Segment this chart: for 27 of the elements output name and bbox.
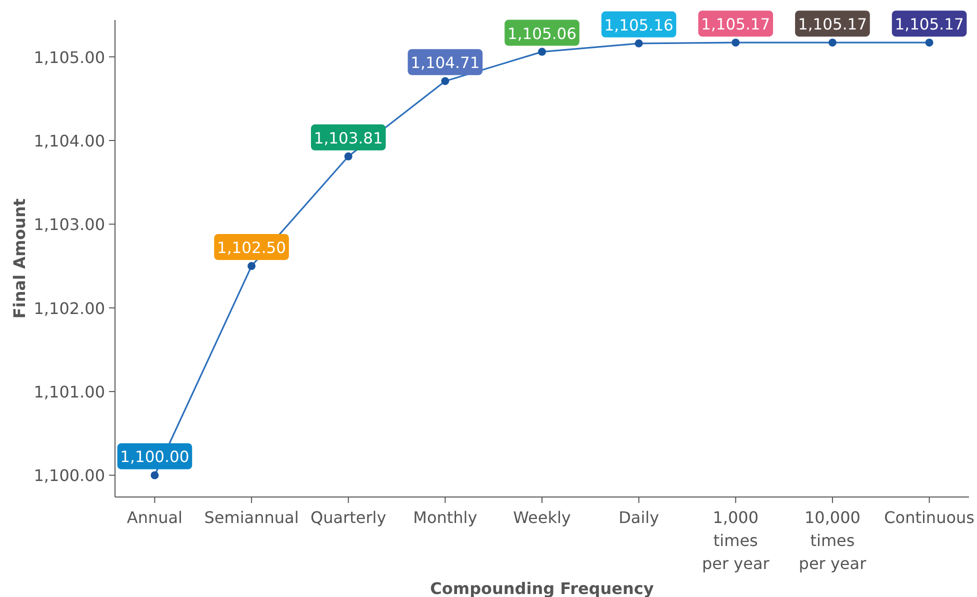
- x-tick-label: 1,000 times per year: [702, 508, 770, 573]
- x-tick-label: Monthly: [413, 508, 478, 527]
- point: [925, 38, 934, 47]
- data-label: 1,103.81: [314, 129, 383, 148]
- data-label: 1,105.17: [798, 16, 867, 34]
- x-tick-label: Quarterly: [310, 508, 386, 527]
- data-label: 1,105.16: [604, 16, 674, 34]
- data-label: 1,105.17: [701, 16, 770, 34]
- x-tick-label: Weekly: [513, 508, 571, 527]
- x-tick-label: 10,000 times per year: [798, 508, 867, 573]
- data-label: 1,100.00: [120, 448, 190, 466]
- data-label: 1,104.71: [410, 54, 480, 72]
- y-tick-label: 1,105.00: [34, 48, 105, 67]
- y-tick-label: 1,103.00: [34, 215, 105, 234]
- x-tick-label: Continuous: [884, 508, 974, 527]
- x-tick-label: Annual: [126, 508, 183, 527]
- data-label: 1,105.06: [507, 24, 577, 43]
- y-tick-label: 1,101.00: [34, 382, 105, 402]
- data-label: 1,105.17: [894, 16, 964, 34]
- y-tick-label: 1,102.00: [34, 298, 105, 318]
- y-axis-title: Final Amount: [10, 198, 29, 319]
- x-tick-label: Daily: [618, 508, 660, 527]
- data-label: 1,102.50: [217, 239, 286, 258]
- x-tick-label: Semiannual: [204, 508, 299, 527]
- y-tick-label: 1,100.00: [34, 466, 105, 486]
- y-tick-label: 1,104.00: [34, 132, 105, 151]
- point: [150, 471, 159, 480]
